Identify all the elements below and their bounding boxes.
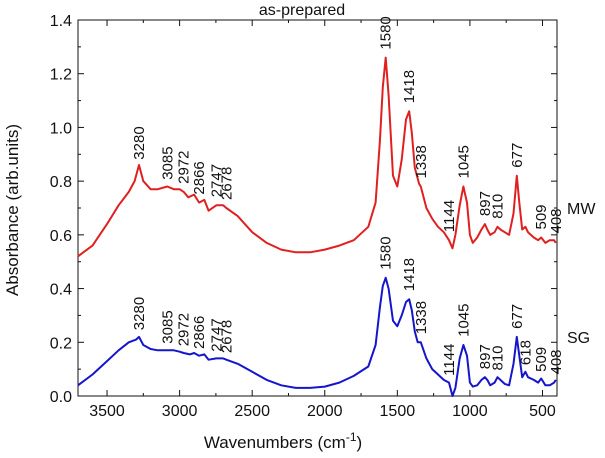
peak-label-mw: 677 xyxy=(509,143,526,168)
y-tick-label: 0.8 xyxy=(50,174,72,191)
peak-label-sg: 1418 xyxy=(401,258,418,291)
peak-label-sg: 2678 xyxy=(218,320,235,353)
y-axis-title: Absorbance (arb.units) xyxy=(3,124,22,296)
y-tick-label: 0.0 xyxy=(50,389,72,406)
peak-label-sg: 1045 xyxy=(455,304,472,337)
peak-label-mw: 1144 xyxy=(441,200,458,232)
peak-label-mw: 810 xyxy=(490,194,507,219)
peak-label-mw: 1580 xyxy=(378,16,395,49)
x-tick-label: 1500 xyxy=(380,403,416,420)
x-tick-label: 2500 xyxy=(234,403,270,420)
peak-label-mw: 509 xyxy=(533,204,550,229)
peak-label-mw: 2972 xyxy=(176,151,193,184)
peak-label-sg: 3280 xyxy=(131,297,148,330)
x-axis-title: Wavenumbers (cm-1) xyxy=(204,430,362,452)
peak-label-mw: 1338 xyxy=(413,145,430,178)
peak-label-sg: 677 xyxy=(509,304,526,329)
peak-label-sg: 810 xyxy=(490,345,507,370)
x-tick-label: 3500 xyxy=(89,403,125,420)
peak-label-sg: 2747 xyxy=(208,318,225,351)
peak-label-sg: 2972 xyxy=(176,313,193,346)
y-tick-label: 0.2 xyxy=(50,335,72,352)
series-line-sg xyxy=(77,276,557,397)
series-group xyxy=(77,56,557,397)
peak-label-sg: 3085 xyxy=(159,310,176,343)
x-axis-title-sup: -1 xyxy=(346,430,357,444)
peak-label-mw: 2747 xyxy=(208,164,225,197)
peak-label-mw: 1418 xyxy=(401,70,418,103)
x-axis-title-close: ) xyxy=(357,433,363,452)
x-axis: 3500 3000 2500 2000 1500 1000 500 xyxy=(89,20,556,420)
peak-label-mw: 3085 xyxy=(159,146,176,179)
legend: MW SG xyxy=(567,201,596,347)
peak-label-sg: 1144 xyxy=(441,344,458,376)
peak-label-mw: 1045 xyxy=(455,145,472,178)
series-line-mw xyxy=(77,56,557,258)
peak-label-sg: 2866 xyxy=(191,316,208,349)
legend-label-mw: MW xyxy=(567,201,596,218)
x-axis-title-main: Wavenumbers (cm xyxy=(204,433,346,452)
y-axis: 0.0 0.2 0.4 0.6 0.8 1.0 1.2 1.4 xyxy=(50,13,557,406)
peak-label-mw: 2866 xyxy=(191,161,208,194)
peak-label-mw: 3280 xyxy=(131,126,148,159)
x-tick-label: 2000 xyxy=(307,403,343,420)
legend-label-sg: SG xyxy=(567,330,590,347)
y-tick-label: 1.0 xyxy=(50,120,72,137)
peak-label-mw: 408 xyxy=(548,208,565,233)
y-tick-label: 1.2 xyxy=(50,67,72,84)
y-tick-label: 1.4 xyxy=(50,13,72,30)
peak-label-sg: 897 xyxy=(477,344,494,369)
peak-label-mw: 2678 xyxy=(218,167,235,200)
peak-label-sg: 509 xyxy=(533,347,550,372)
y-tick-label: 0.4 xyxy=(50,282,72,299)
y-tick-label: 0.6 xyxy=(50,228,72,245)
peak-label-sg: 1338 xyxy=(413,301,430,334)
x-tick-label: 500 xyxy=(529,403,556,420)
chart-title: as-prepared xyxy=(259,2,345,19)
x-tick-label: 3000 xyxy=(162,403,198,420)
peak-label-sg: 408 xyxy=(548,349,565,374)
peak-label-mw: 897 xyxy=(477,191,494,216)
x-tick-label: 1000 xyxy=(452,403,488,420)
peak-label-sg: 618 xyxy=(517,340,534,365)
peak-label-sg: 1580 xyxy=(378,236,395,269)
